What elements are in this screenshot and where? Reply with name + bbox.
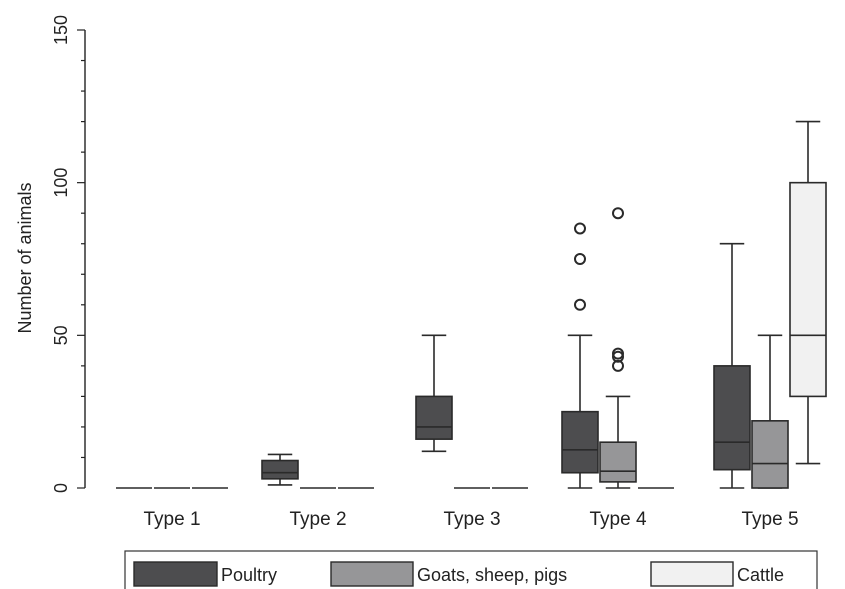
box-iqr [261, 459, 299, 480]
x-tick-label: Type 5 [741, 509, 798, 530]
box-mark [789, 120, 827, 465]
legend-label: Cattle [737, 565, 784, 585]
box-mark [751, 334, 789, 489]
legend-swatch [650, 561, 734, 587]
box-iqr [789, 181, 827, 398]
outlier-point [574, 298, 586, 311]
x-tick-label: Type 4 [589, 509, 646, 530]
box-mark [599, 207, 637, 489]
box-marks [116, 120, 827, 489]
outlier-point [574, 253, 586, 265]
box-iqr [599, 441, 637, 483]
box-mark [713, 242, 751, 489]
outlier-point [612, 347, 624, 360]
y-ticks: 0 50 100 150 [51, 15, 85, 493]
x-tick-label: Type 2 [289, 509, 346, 530]
box-iqr [415, 395, 453, 440]
x-tick-labels: Type 1 Type 2 Type 3 Type 4 Type 5 [143, 509, 798, 530]
x-tick-label: Type 3 [443, 509, 500, 530]
box-iqr [713, 365, 751, 471]
legend-swatch [330, 561, 414, 587]
outlier-point [574, 222, 586, 235]
box-mark [415, 334, 453, 453]
y-tick-label: 100 [51, 168, 71, 198]
outlier-point [612, 207, 624, 220]
y-tick-label: 150 [51, 15, 71, 45]
box-iqr [751, 420, 789, 489]
box-iqr [561, 410, 599, 474]
y-tick-label: 50 [51, 325, 71, 345]
legend-label: Poultry [221, 565, 277, 585]
legend-swatch [133, 561, 218, 587]
box-mark [261, 453, 299, 486]
axes: Number of animals [15, 30, 86, 488]
box-mark [561, 222, 599, 489]
y-axis-label: Number of animals [15, 182, 35, 333]
legend: Poultry Goats, sheep, pigs Cattle [124, 550, 818, 589]
x-tick-label: Type 1 [143, 509, 200, 530]
legend-label: Goats, sheep, pigs [417, 565, 567, 585]
y-tick-label: 0 [51, 483, 71, 493]
